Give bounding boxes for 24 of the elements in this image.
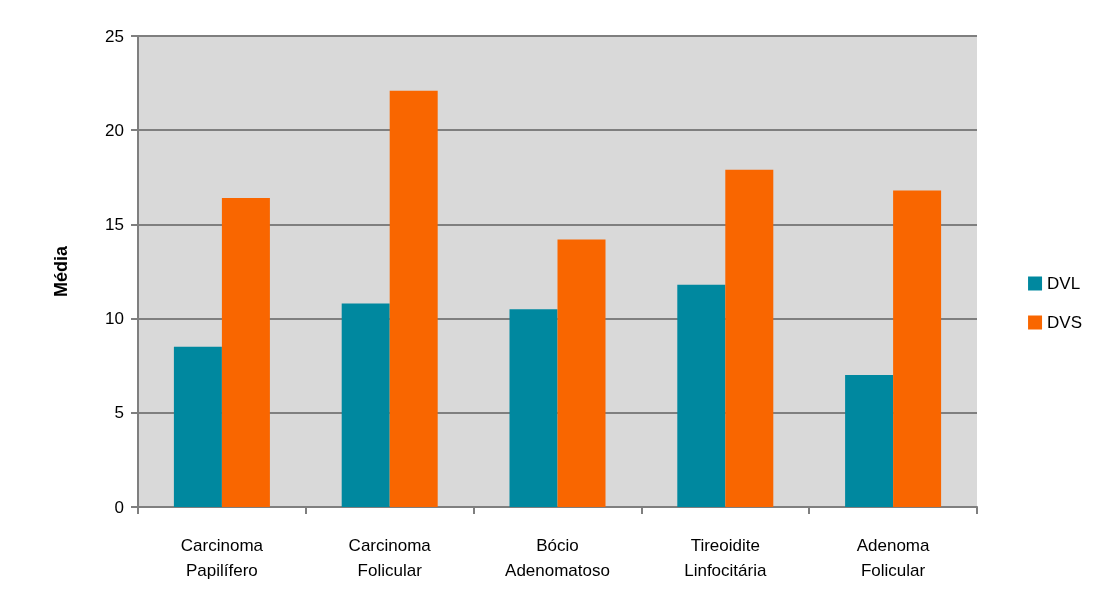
x-tick-label: Bócio Adenomatoso — [505, 536, 610, 580]
bar — [341, 303, 390, 507]
y-axis-title: Média — [51, 245, 71, 298]
bar — [845, 375, 894, 507]
y-tick-label: 0 — [114, 497, 124, 517]
bar — [509, 309, 558, 507]
bar — [221, 198, 270, 507]
bar — [677, 284, 726, 507]
x-tick-label: Carcinoma Papilífero — [180, 536, 264, 580]
legend-label: DVL — [1047, 274, 1081, 293]
y-tick-label: 10 — [105, 309, 124, 329]
x-tick-label: Tireoidite Linfocitária — [684, 536, 767, 580]
bar — [173, 346, 222, 507]
bar — [389, 90, 438, 507]
y-tick-label: 5 — [114, 403, 124, 423]
bar — [725, 169, 774, 507]
x-tick-label: Adenoma Folicular — [856, 536, 931, 580]
y-tick-label: 15 — [105, 214, 124, 234]
y-tick-label: 25 — [105, 26, 124, 46]
x-tick-label: Carcinoma Folicular — [348, 536, 432, 580]
bar — [893, 190, 942, 507]
bar — [557, 239, 606, 507]
y-tick-label: 20 — [105, 120, 124, 140]
legend-label: DVS — [1047, 313, 1083, 332]
